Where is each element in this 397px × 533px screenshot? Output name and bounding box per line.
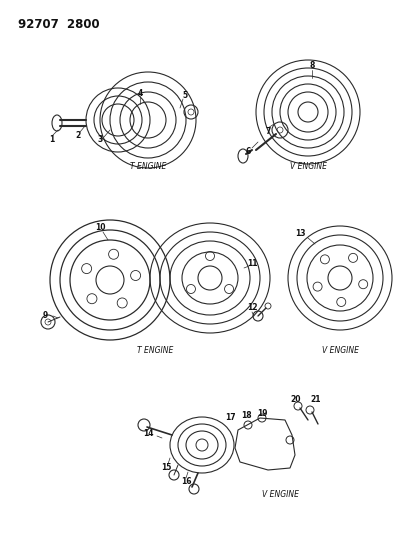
Text: 6: 6 [245, 148, 251, 157]
Text: 16: 16 [181, 478, 191, 487]
Text: 21: 21 [311, 395, 321, 405]
Text: 15: 15 [161, 464, 171, 472]
Text: 8: 8 [309, 61, 315, 70]
Text: 1: 1 [49, 135, 55, 144]
Text: 7: 7 [265, 127, 271, 136]
Text: 5: 5 [183, 92, 187, 101]
Text: 2: 2 [75, 132, 81, 141]
Text: V ENGINE: V ENGINE [322, 346, 358, 355]
Text: 17: 17 [225, 414, 235, 423]
Text: 13: 13 [295, 230, 305, 238]
Text: V ENGINE: V ENGINE [262, 490, 299, 499]
Text: T ENGINE: T ENGINE [130, 162, 166, 171]
Text: 19: 19 [257, 408, 267, 417]
Text: 3: 3 [97, 135, 103, 144]
Text: 14: 14 [143, 430, 153, 439]
Text: 11: 11 [247, 260, 257, 269]
Text: 92707  2800: 92707 2800 [18, 18, 100, 31]
Text: 4: 4 [137, 88, 143, 98]
Text: 20: 20 [291, 395, 301, 405]
Text: 18: 18 [241, 411, 251, 421]
Text: 12: 12 [247, 303, 257, 312]
Text: 10: 10 [95, 223, 105, 232]
Text: V ENGINE: V ENGINE [289, 162, 326, 171]
Text: T ENGINE: T ENGINE [137, 346, 173, 355]
Text: 9: 9 [42, 311, 48, 320]
